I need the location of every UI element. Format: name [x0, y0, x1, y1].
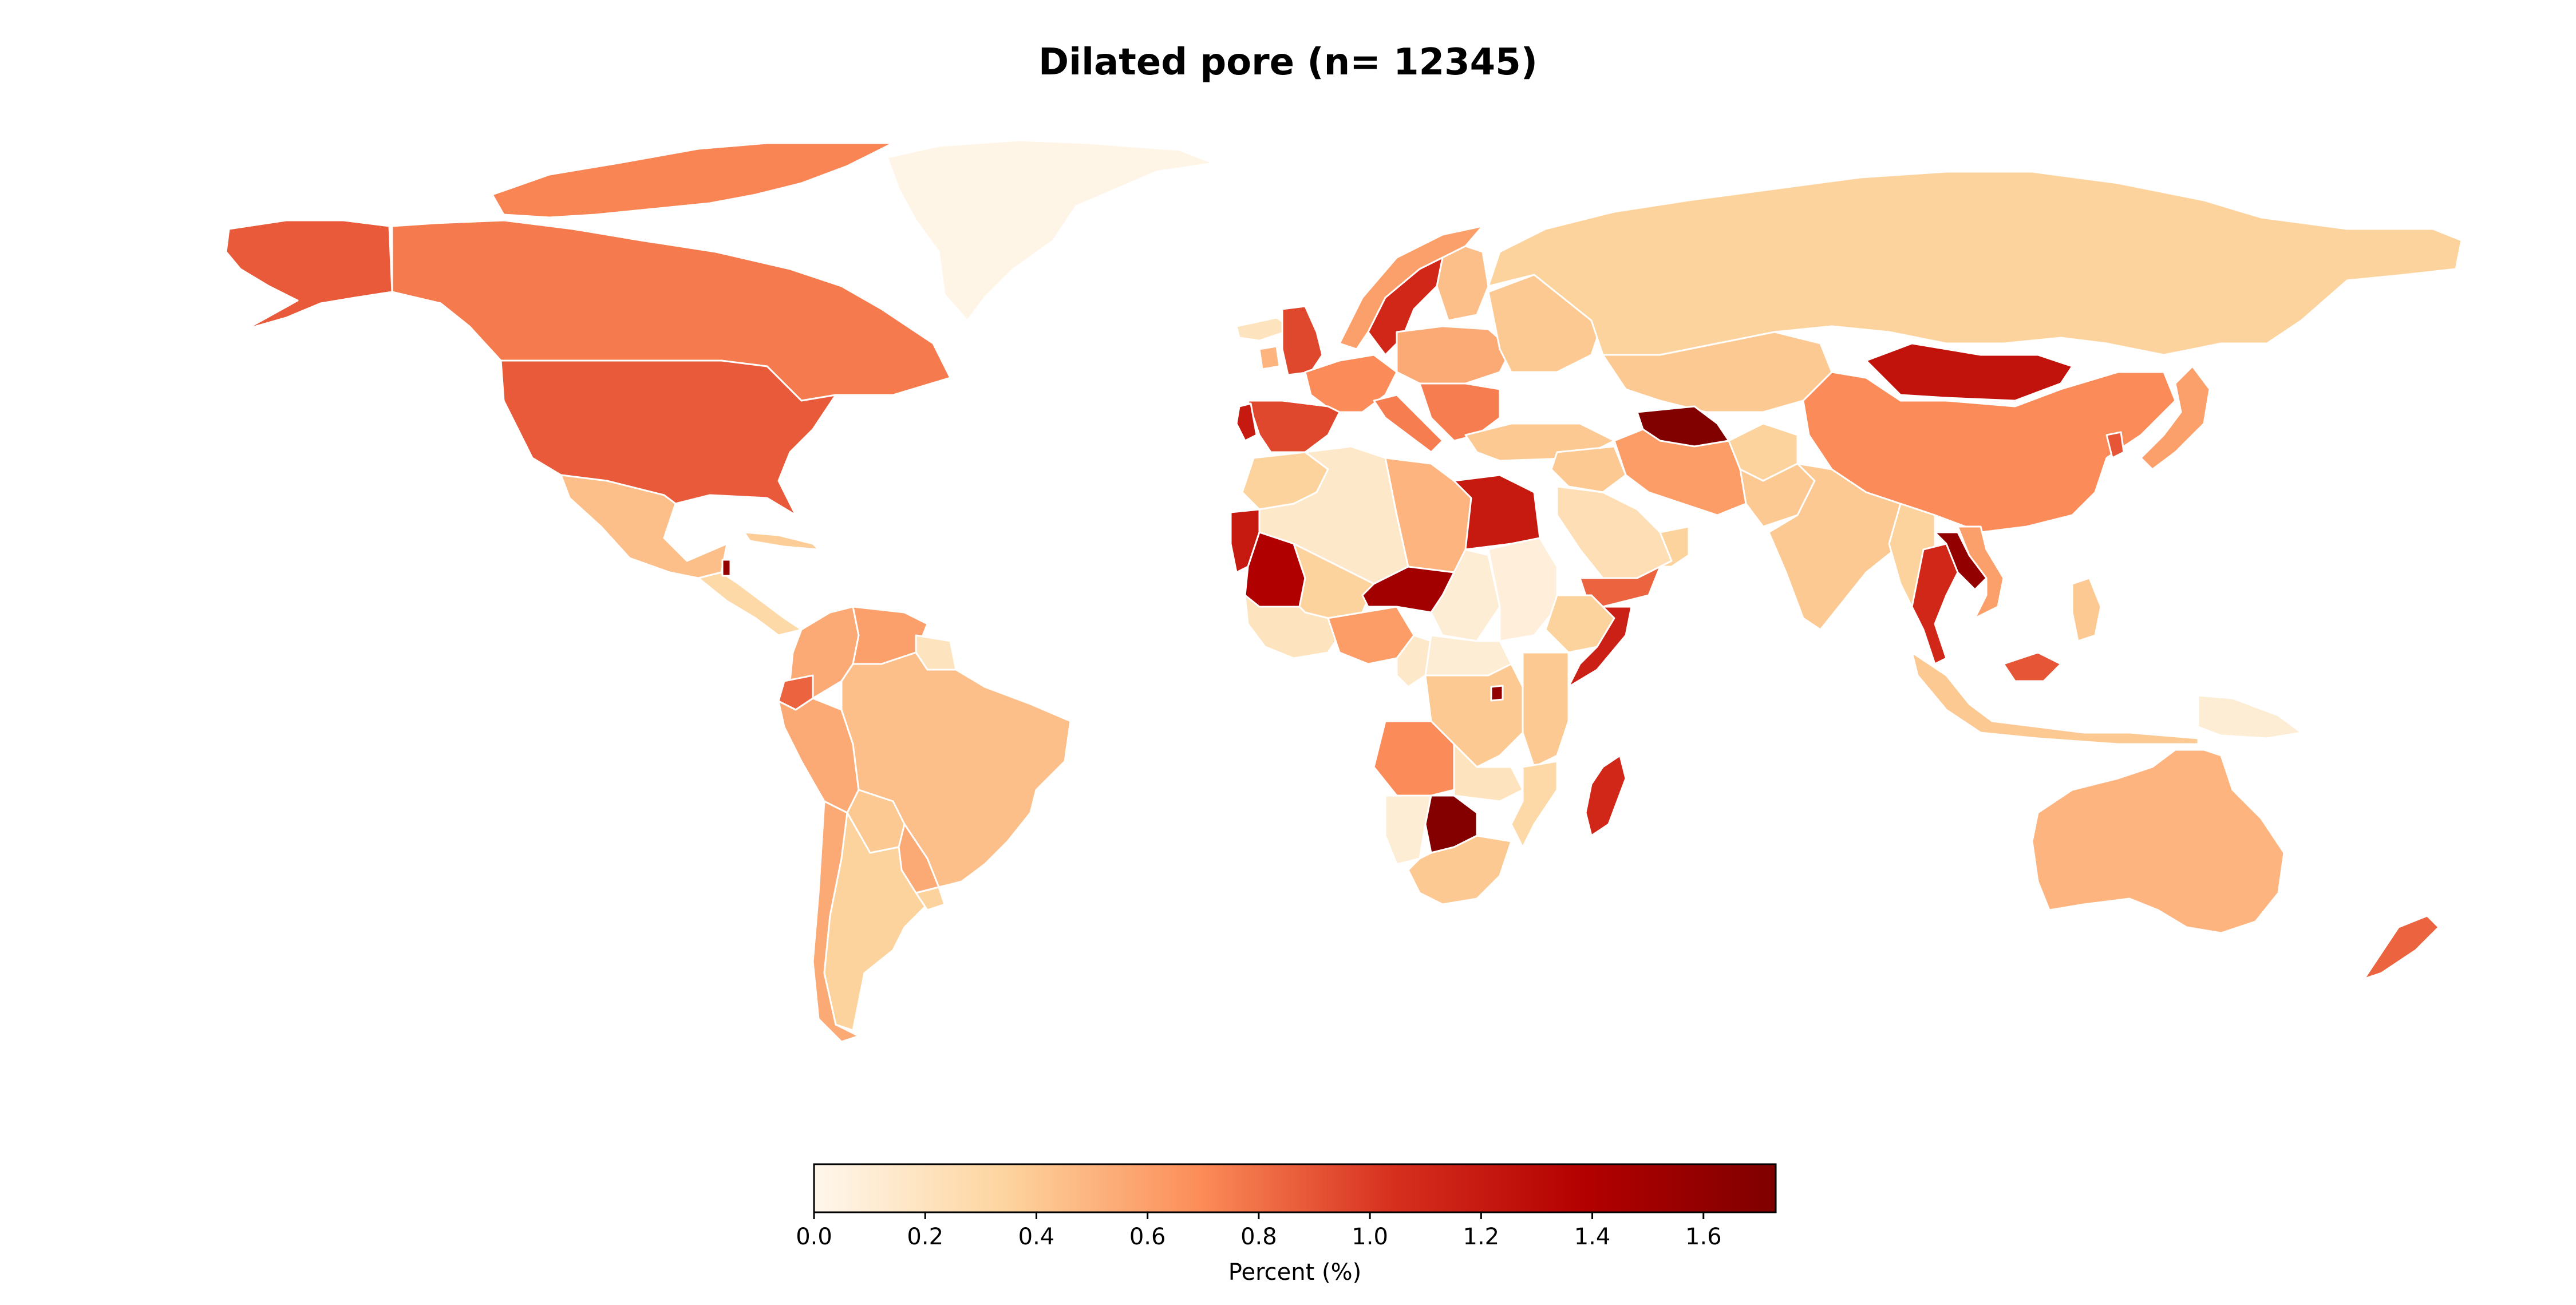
region-rwanda[interactable] [1490, 685, 1504, 702]
region-italy[interactable] [1373, 394, 1444, 453]
region-iceland[interactable] [1235, 317, 1295, 342]
colorbar-tick-label: 1.2 [1463, 1224, 1500, 1250]
region-madagascar[interactable] [1585, 754, 1627, 837]
colorbar-tick-label: 1.0 [1352, 1224, 1388, 1250]
colorbar-tick-label: 0.8 [1240, 1224, 1277, 1250]
region-papua-new-guinea[interactable] [2197, 694, 2302, 739]
region-south-africa[interactable] [1407, 835, 1512, 905]
region-russia[interactable] [1487, 171, 2463, 356]
region-argentina[interactable] [823, 812, 929, 1031]
region-indonesia[interactable] [1911, 651, 2199, 745]
region-haiti[interactable] [721, 559, 732, 577]
region-greenland[interactable] [886, 139, 1215, 322]
region-central-europe[interactable] [1396, 325, 1512, 385]
region-canada[interactable] [391, 219, 951, 402]
region-korea[interactable] [2105, 431, 2125, 459]
region-oman[interactable] [1659, 525, 1690, 568]
region-japan[interactable] [2140, 365, 2211, 470]
region-portugal[interactable] [1235, 402, 1258, 442]
region-canadian-arctic-islands[interactable] [491, 142, 894, 219]
region-central-africa[interactable] [1424, 634, 1512, 677]
region-east-africa[interactable] [1522, 651, 1570, 768]
region-spain[interactable] [1247, 400, 1341, 453]
region-philippines[interactable] [2071, 577, 2102, 642]
colorbar-tick-label: 0.0 [796, 1224, 832, 1250]
region-mongolia[interactable] [1865, 342, 2073, 402]
region-united-kingdom[interactable] [1281, 305, 1323, 376]
region-new-zealand[interactable] [2363, 915, 2440, 980]
region-united-states[interactable] [500, 359, 837, 516]
region-vietnam[interactable] [1957, 525, 2005, 619]
region-uruguay[interactable] [915, 886, 946, 911]
region-saudi-arabia[interactable] [1556, 485, 1673, 579]
region-australia[interactable] [2031, 749, 2285, 934]
region-mexico[interactable] [560, 474, 728, 579]
region-central-america[interactable] [697, 571, 803, 636]
colorbar: 0.0 0.2 0.4 0.6 0.8 1.0 1.2 1.4 1.6 Percent (%) [796, 1163, 1777, 1286]
colorbar-label: Percent (%) [1228, 1259, 1361, 1286]
colorbar-ticks: 0.0 0.2 0.4 0.6 0.8 1.0 1.2 1.4 1.6 [796, 1212, 1722, 1250]
region-namibia[interactable] [1384, 794, 1432, 865]
region-angola[interactable] [1373, 720, 1455, 797]
colorbar-tick-label: 0.2 [907, 1224, 943, 1250]
region-ireland[interactable] [1258, 345, 1281, 370]
region-mozambique[interactable] [1510, 760, 1558, 848]
colorbar-tick-label: 1.6 [1685, 1224, 1722, 1250]
colorbar-gradient [813, 1163, 1777, 1213]
region-alaska[interactable] [225, 219, 393, 330]
region-balkans[interactable] [1419, 382, 1501, 442]
region-malaysia[interactable] [2002, 651, 2062, 682]
region-iraq[interactable] [1550, 445, 1627, 493]
region-western-europe[interactable] [1304, 354, 1398, 413]
colorbar-tick-label: 0.6 [1129, 1224, 1166, 1250]
map-title: Dilated pore (n= 12345) [1038, 41, 1538, 84]
colorbar-tick-label: 0.4 [1018, 1224, 1055, 1250]
colorbar-tick-label: 1.4 [1574, 1224, 1611, 1250]
region-cuba[interactable] [743, 531, 820, 551]
countries [225, 139, 2463, 1043]
region-laos[interactable] [1934, 531, 1988, 591]
region-finland[interactable] [1436, 245, 1490, 322]
